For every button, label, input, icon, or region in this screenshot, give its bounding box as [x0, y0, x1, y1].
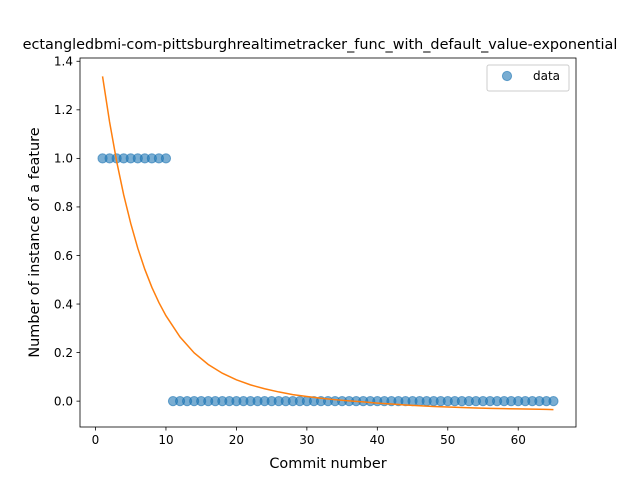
plot-frame	[79, 57, 577, 428]
y-axis-label: Number of instance of a feature	[27, 127, 43, 357]
series-layer	[97, 76, 559, 411]
y-tick-label: 0.6	[54, 249, 73, 263]
x-tick-label: 10	[158, 433, 173, 447]
legend-label: data	[533, 69, 560, 83]
y-tick-label: 1.4	[54, 55, 73, 69]
y-tick-label: 0.0	[54, 394, 73, 408]
x-tick-label: 40	[370, 433, 385, 447]
x-tick-label: 30	[299, 433, 314, 447]
legend-marker	[501, 70, 513, 82]
data-point	[548, 396, 559, 407]
fit-line	[101, 76, 554, 411]
x-tick-label: 20	[229, 433, 244, 447]
x-axis-label: Commit number	[269, 456, 386, 472]
y-axis-ticks: 0.0 0.2 0.4 0.6 0.8 1.0 1.2 1.4	[54, 55, 80, 408]
x-tick-label: 60	[511, 433, 526, 447]
plot-area: 0 10 20 30 40 50 60 0.0 0.2 0.4 0.6 0.8 1.0 1.2 1.4	[54, 55, 577, 447]
data-point	[160, 153, 172, 164]
plot-background	[80, 58, 576, 427]
x-tick-label: 50	[440, 433, 455, 447]
x-axis-ticks: 0 10 20 30 40 50 60	[92, 427, 526, 447]
legend: data	[486, 64, 570, 92]
y-tick-label: 0.4	[54, 297, 73, 311]
y-tick-label: 1.0	[54, 152, 73, 166]
y-tick-label: 0.8	[54, 200, 73, 214]
y-tick-label: 1.2	[54, 103, 73, 117]
chart-title: ectangledbmi-com-pittsburghrealtimetrack…	[23, 37, 618, 53]
y-tick-label: 0.2	[54, 346, 73, 360]
x-tick-label: 0	[92, 433, 100, 447]
